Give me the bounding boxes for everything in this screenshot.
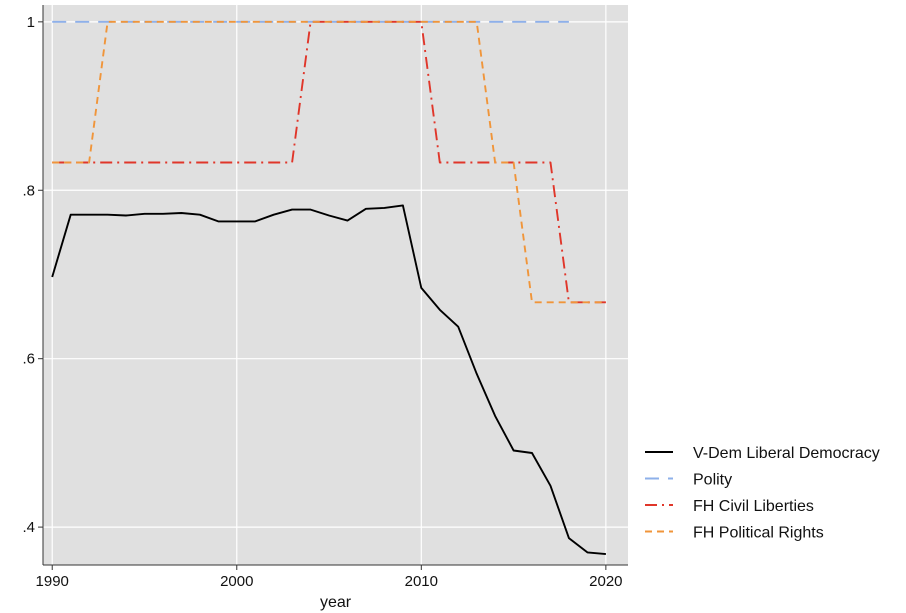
series-line-1	[51, 204, 606, 556]
legend-label-4: FH Political Rights	[693, 525, 824, 542]
legend-label-2: Polity	[693, 472, 732, 489]
y-tick-label: .4	[22, 519, 35, 536]
y-tick-label: .6	[22, 351, 35, 368]
legend-label-1: V-Dem Liberal Democracy	[693, 445, 880, 462]
x-tick-label: 2000	[220, 573, 253, 590]
series-line-4	[52, 20, 606, 304]
series-line-3	[52, 20, 606, 304]
x-axis-title: year	[320, 594, 352, 611]
x-tick-label: 2010	[405, 573, 438, 590]
axes: .4 .6 .8 1 1990 2000 2010 2020	[22, 5, 628, 590]
series-lines	[51, 20, 606, 556]
y-tick-label: .8	[22, 182, 35, 199]
x-tick-label: 1990	[36, 573, 69, 590]
legend: V-Dem Liberal Democracy Polity FH Civil Li…	[645, 445, 880, 542]
plot-area	[43, 5, 628, 565]
legend-label-3: FH Civil Liberties	[693, 498, 814, 515]
y-tick-label: 1	[27, 14, 35, 31]
gridlines	[43, 5, 628, 565]
x-tick-label: 2020	[589, 573, 622, 590]
